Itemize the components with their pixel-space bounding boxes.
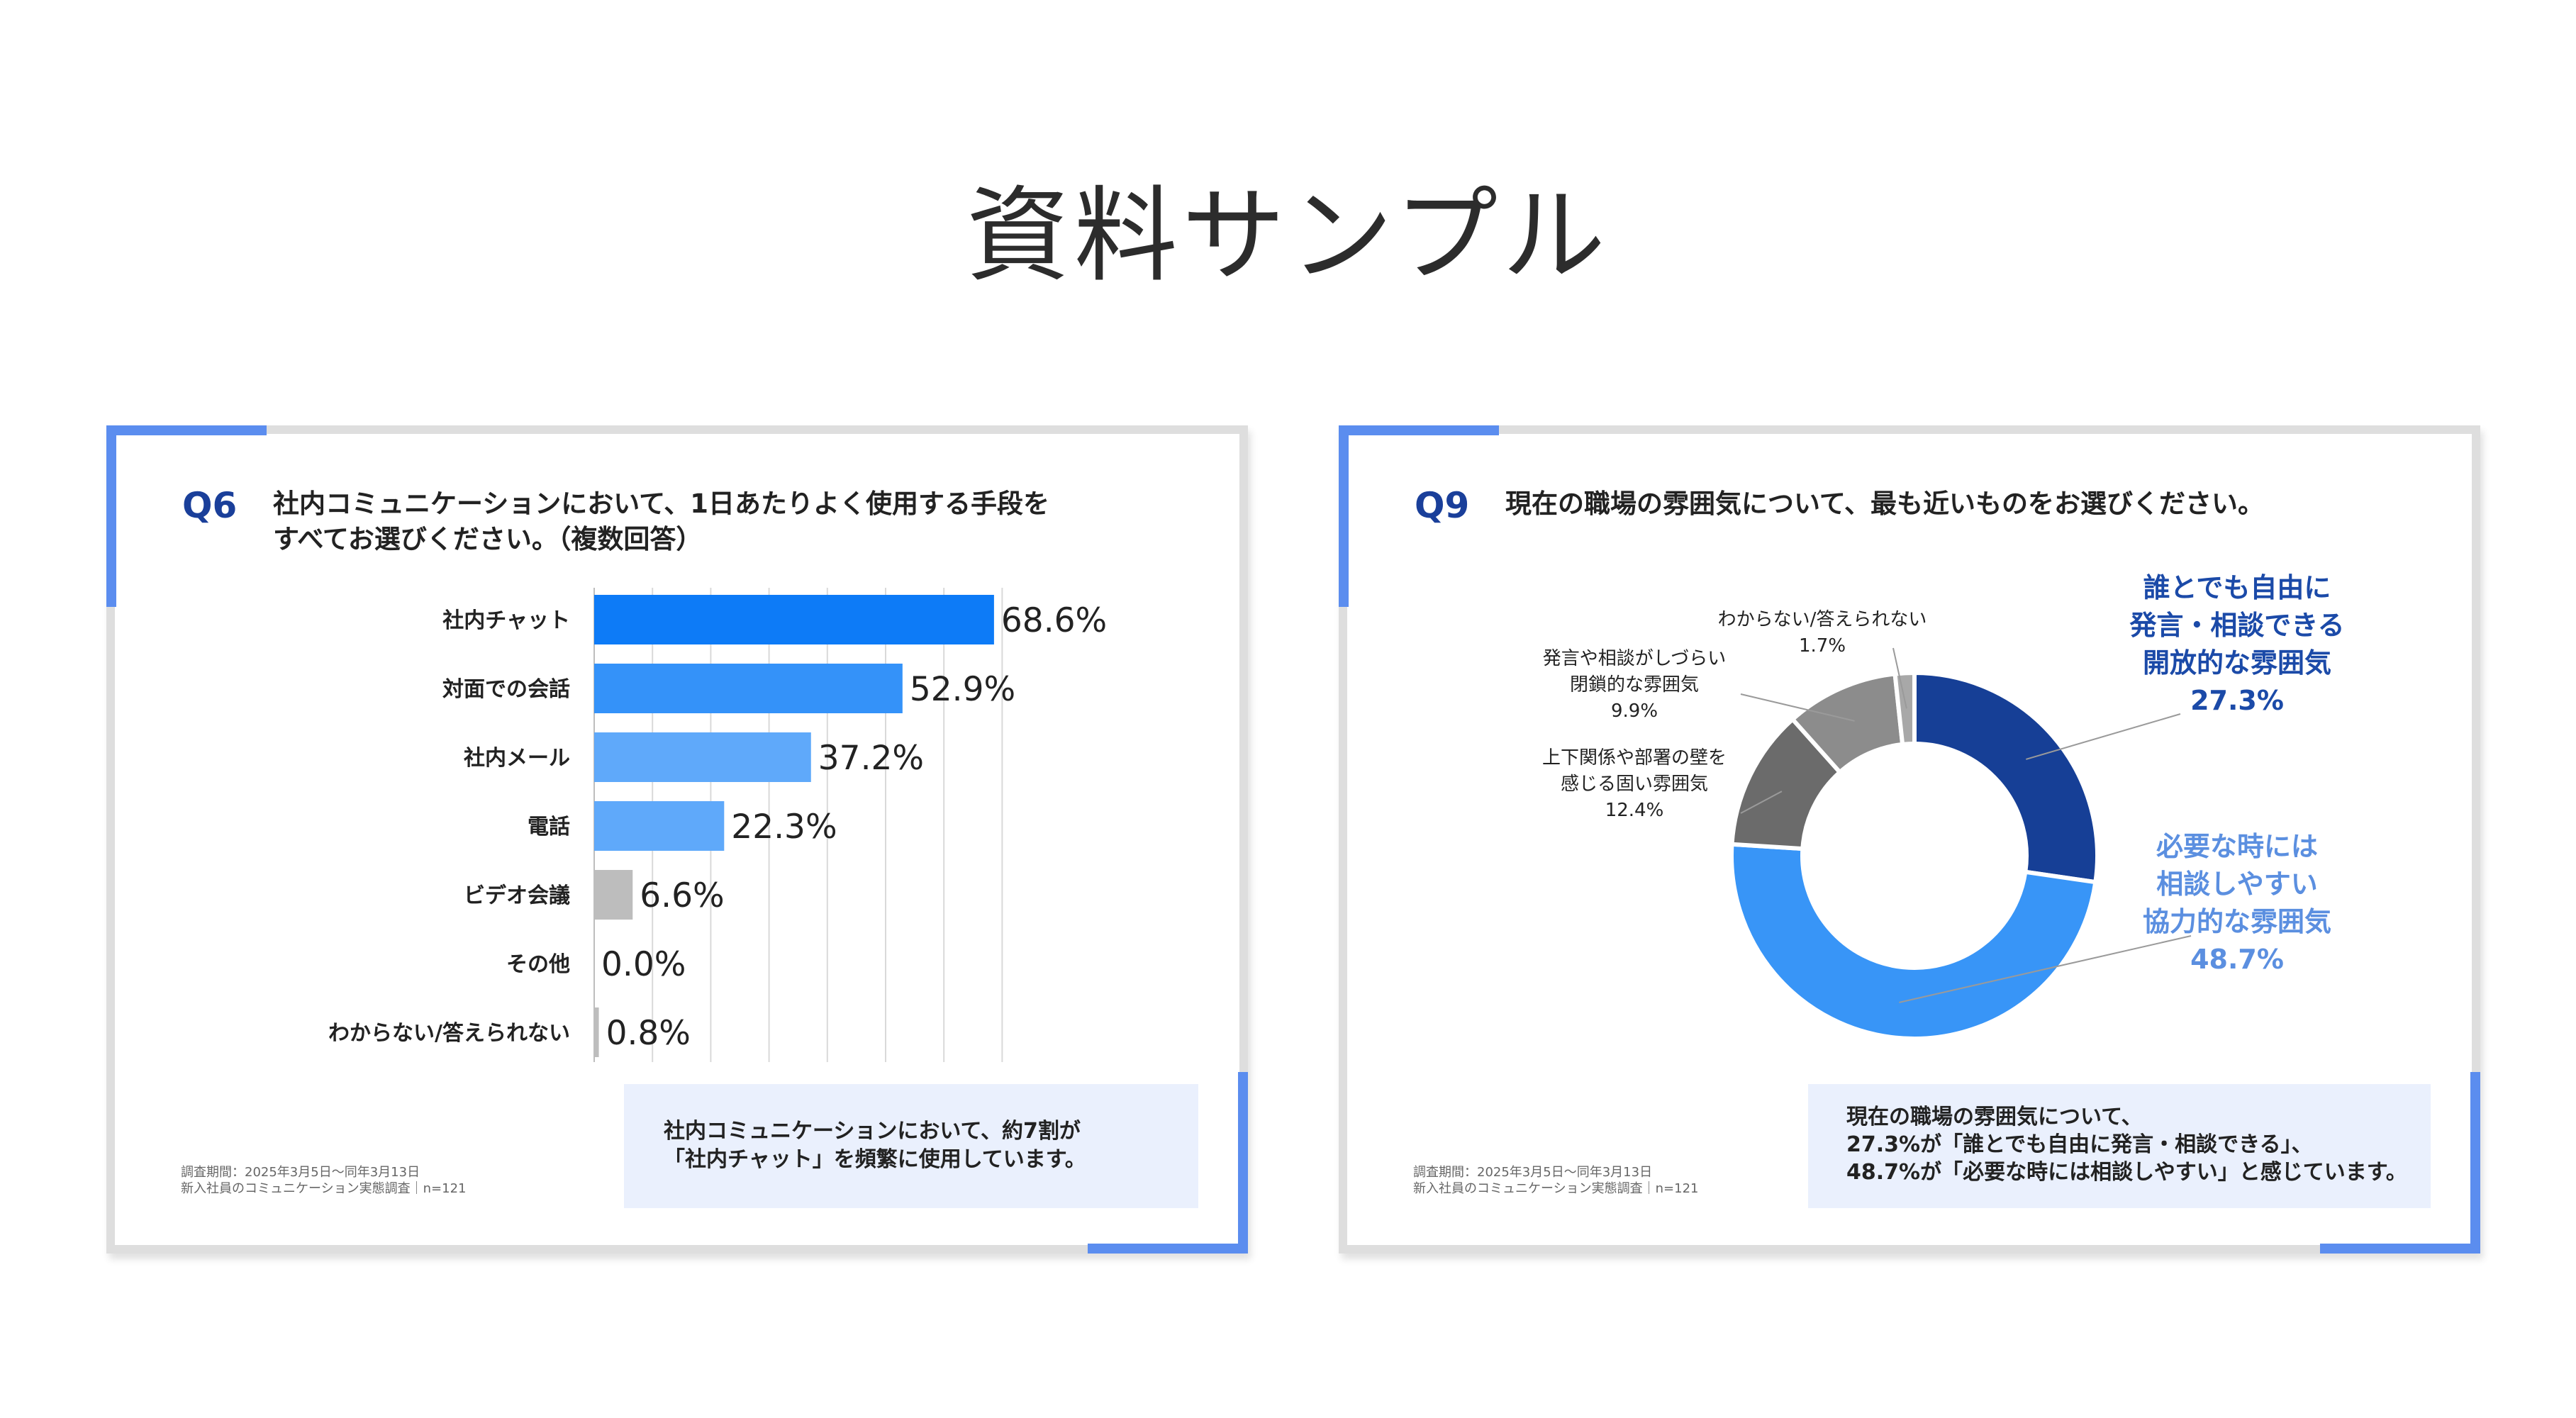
bar [594,870,633,920]
card-accent-left-edge [106,425,116,607]
bar-category-label: 対面での会話 [442,677,570,702]
slice-label: わからない/答えられない [1718,609,1927,630]
bar-value-label: 0.8% [606,1014,691,1053]
page-title: 資料サンプル [966,176,1610,296]
bar [594,1007,599,1057]
bar-value-label: 22.3% [731,808,837,847]
slice-label: 必要な時には [2156,831,2318,862]
question-number: Q9 [1415,485,1470,526]
slice-label: 感じる固い雰囲気 [1561,774,1708,795]
bar-category-label: ビデオ会議 [464,883,570,908]
question-line-1: 社内コミュニケーションにおいて、1日あたりよく使用する手段を [273,489,1050,519]
card-accent-bottom-right [2320,1244,2480,1254]
survey-card-q6: Q6 社内コミュニケーションにおいて、1日あたりよく使用する手段を すべてお選び… [106,425,1248,1254]
slice-label: 発言や相談がしづらい [1543,648,1726,669]
question-number: Q6 [182,485,238,526]
footnote-period: 調査期間：2025年3月5日〜同年3月13日 [1413,1165,1653,1180]
card-accent-top-left [1339,425,1499,435]
slice-label: 相談しやすい [2156,869,2318,900]
bar-category-label: 電話 [528,815,570,839]
summary-line-2: 27.3%が「誰とでも自由に発言・相談できる」、 [1846,1132,2313,1157]
slice-label: 上下関係や部署の壁を [1542,747,1727,769]
bar-category-label: 社内チャット [442,608,570,633]
donut-slice [1892,670,1917,747]
card-accent-bottom-right [1088,1244,1248,1254]
summary-box: 現在の職場の雰囲気について、 27.3%が「誰とでも自由に発言・相談できる」、 … [1808,1084,2431,1208]
survey-footnote: 調査期間：2025年3月5日〜同年3月13日 新入社員のコミュニケーション実態調… [181,1164,467,1197]
leader-line [1899,935,2192,1003]
bar-chart: 社内チャット 68.6% 対面での会話 52.9% 社内メール 37.2% 電話 22.3% ビ… [328,588,1107,1062]
card-accent-left-edge [1339,425,1349,607]
bar-value-label: 68.6% [1001,601,1107,640]
footnote-survey: 新入社員のコミュニケーション実態調査｜n=121 [1413,1181,1699,1196]
slice-value-label: 48.7% [2190,944,2284,975]
bar-category-label: 社内メール [464,746,570,771]
card-accent-top-left [106,425,267,435]
summary-box: 社内コミュニケーションにおいて、約7割が 「社内チャット」を頻繁に使用しています… [624,1084,1198,1208]
bar [594,732,811,782]
bar-category-label: その他 [506,952,570,977]
leader-line [1740,791,1783,814]
question-text: 現在の職場の雰囲気について、最も近いものをお選びください。 [1505,489,2265,519]
summary-line-1: 社内コミュニケーションにおいて、約7割が [664,1119,1081,1144]
bar-value-label: 0.0% [601,945,686,984]
bar-category-label: わからない/答えられない [328,1021,570,1046]
slice-label: 協力的な雰囲気 [2143,906,2331,937]
card-accent-right-edge [1238,1072,1248,1254]
question-line-2: すべてお選びください。（複数回答） [273,524,703,554]
survey-card-q9: Q9 現在の職場の雰囲気について、最も近いものをお選びください。 誰とでも自由に… [1339,425,2480,1254]
slice-label: 誰とでも自由に [2143,572,2331,603]
summary-line-2: 「社内チャット」を頻繁に使用しています。 [664,1147,1086,1172]
survey-footnote: 調査期間：2025年3月5日〜同年3月13日 新入社員のコミュニケーション実態調… [1413,1164,1699,1197]
slice-value-label: 9.9% [1611,700,1658,722]
footnote-period: 調査期間：2025年3月5日〜同年3月13日 [181,1165,420,1180]
leader-line [1892,647,1907,709]
leader-line [1740,693,1855,722]
summary-line-3: 48.7%が「必要な時には相談しやすい」と感じています。 [1846,1160,2407,1185]
donut-slice [1729,842,2098,1041]
bar [594,595,994,644]
footnote-survey: 新入社員のコミュニケーション実態調査｜n=121 [181,1181,467,1196]
bar-value-label: 37.2% [818,739,924,778]
slice-value-label: 27.3% [2190,685,2284,716]
summary-line-1: 現在の職場の雰囲気について、 [1846,1105,2143,1129]
donut-slice [1912,670,2100,885]
bar [594,801,725,851]
slice-label: 閉鎖的な雰囲気 [1570,674,1699,696]
bar-value-label: 6.6% [640,876,724,915]
slice-value-label: 1.7% [1799,635,1846,657]
slice-value-label: 12.4% [1605,800,1664,821]
slice-label: 発言・相談できる [2129,610,2344,641]
question-text: 社内コミュニケーションにおいて、1日あたりよく使用する手段を すべてお選びくださ… [273,486,1049,557]
leader-line [2026,713,2181,760]
card-accent-right-edge [2470,1072,2480,1254]
slice-label: 開放的な雰囲気 [2143,647,2331,679]
bar-value-label: 52.9% [910,670,1015,709]
bar [594,664,903,713]
